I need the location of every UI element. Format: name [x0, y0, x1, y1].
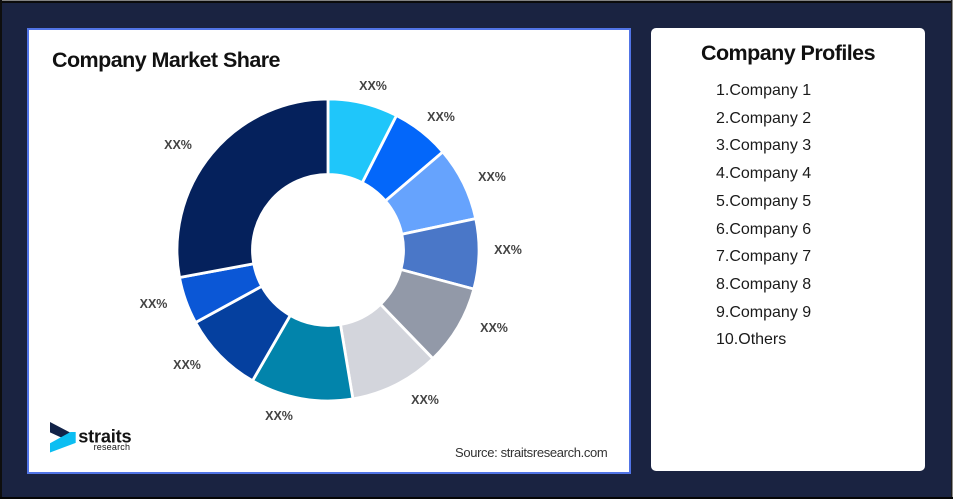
svg-text:research: research — [94, 442, 131, 452]
svg-text:straits: straits — [78, 426, 131, 446]
